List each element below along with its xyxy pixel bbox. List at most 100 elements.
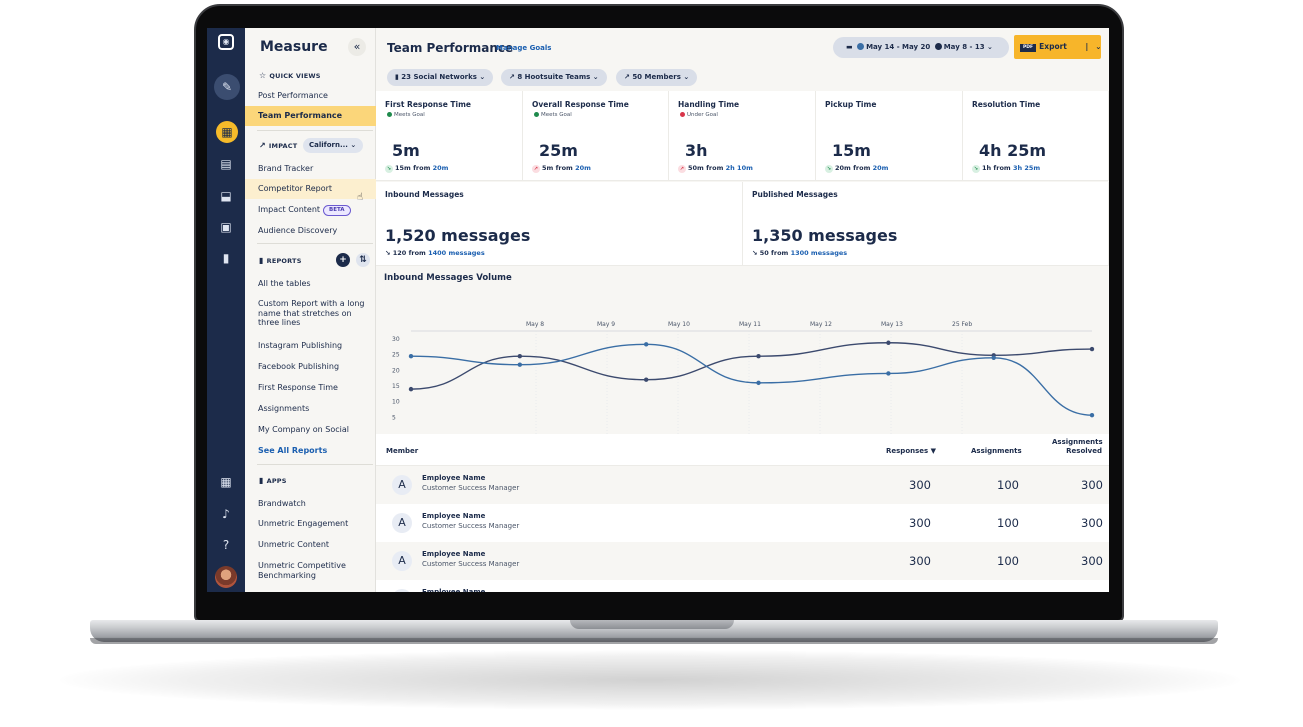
- report-item[interactable]: My Company on Social: [258, 425, 350, 434]
- trend-down-icon: ↘: [972, 165, 980, 173]
- kpi-compare: 20m: [432, 164, 449, 172]
- bell-icon[interactable]: ♪: [222, 507, 230, 521]
- card-title: Published Messages: [752, 190, 838, 199]
- avatar: A: [392, 589, 412, 592]
- nav-item-audience-discovery[interactable]: Audience Discovery: [258, 226, 338, 235]
- kpi-status-label: Meets Goal: [394, 112, 425, 118]
- impact-label: IMPACT: [268, 142, 298, 150]
- bar-chart-icon[interactable]: ▮: [222, 251, 230, 265]
- kpi-card-overall-response: Overall Response Time Meets Goal 25m ↗ 5m…: [523, 91, 669, 181]
- divider: |: [1085, 42, 1089, 51]
- date-range-picker[interactable]: ▬ May 14 - May 20 May 8 - 13 ⌄: [833, 37, 1009, 58]
- apps-label: APPS: [266, 477, 287, 485]
- owl-logo-icon[interactable]: ◉: [218, 34, 234, 50]
- card-value: 1,520 messages: [385, 226, 531, 245]
- nav-item-team-performance[interactable]: Team Performance: [245, 106, 376, 126]
- report-item[interactable]: Facebook Publishing: [258, 362, 340, 371]
- app-item[interactable]: Unmetric Competitive Benchmarking: [258, 561, 346, 580]
- kpi-value: 4h 25m: [979, 141, 1047, 160]
- pdf-icon: PDF: [1020, 44, 1037, 52]
- divider: [257, 243, 373, 244]
- hand-cursor-icon: ☝: [357, 192, 364, 203]
- manage-goals-link[interactable]: Manage Goals: [496, 44, 552, 52]
- filter-hootsuite-teams[interactable]: ↗ 8 Hootsuite Teams ⌄: [501, 69, 607, 86]
- y-tick-label: 20: [392, 367, 400, 374]
- filter-members[interactable]: ↗ 50 Members ⌄: [616, 69, 698, 86]
- data-point: [643, 377, 649, 382]
- quick-views-label: QUICK VIEWS: [269, 72, 321, 80]
- quick-views-heading: ☆ QUICK VIEWS: [259, 71, 321, 80]
- kpi-delta: ↗ 5m from 20m: [532, 164, 591, 173]
- date-range-b: May 8 - 13: [943, 43, 985, 51]
- sort-reports-button[interactable]: ⇅: [356, 253, 370, 267]
- data-point: [643, 342, 649, 347]
- x-top-tick-label: May 8: [526, 321, 544, 328]
- report-item[interactable]: All the tables: [258, 279, 311, 288]
- data-point: [1089, 346, 1095, 352]
- kpi-value: 5m: [392, 141, 420, 160]
- chevron-down-icon: ⌄: [987, 43, 993, 51]
- nav-item-competitor-report[interactable]: Competitor Report: [245, 179, 376, 199]
- kpi-delta: ↘ 1h from 3h 25m: [972, 164, 1040, 173]
- col-assignments-resolved[interactable]: Assignments Resolved: [1052, 438, 1103, 455]
- kpi-status-label: Under Goal: [687, 112, 718, 118]
- see-all-reports-link[interactable]: See All Reports: [258, 446, 328, 455]
- nav-item-post-performance[interactable]: Post Performance: [258, 91, 328, 100]
- col-assignments[interactable]: Assignments: [971, 447, 1022, 455]
- calendar-icon[interactable]: ▤: [220, 157, 232, 171]
- y-tick-label: 25: [392, 352, 400, 359]
- cell-assignments: 100: [997, 554, 1019, 568]
- y-tick-label: 15: [392, 383, 400, 390]
- collapse-button[interactable]: «: [348, 38, 366, 56]
- data-point: [756, 380, 761, 386]
- beta-badge: BETA: [323, 205, 351, 216]
- trend-down-icon: ↘: [385, 249, 391, 257]
- app-item[interactable]: Brandwatch: [258, 499, 306, 508]
- status-dot: [534, 112, 539, 117]
- apps-icon[interactable]: ▦: [220, 475, 232, 489]
- published-messages-card: Published Messages 1,350 messages ↘ 50 f…: [743, 182, 1109, 266]
- card-delta-value: 120: [392, 249, 407, 257]
- report-item[interactable]: Instagram Publishing: [258, 341, 343, 350]
- card-value: 1,350 messages: [752, 226, 898, 245]
- avatar[interactable]: [215, 566, 237, 588]
- divider: [257, 464, 373, 465]
- nav-item-brand-tracker[interactable]: Brand Tracker: [258, 164, 314, 173]
- trend-down-icon: ↘: [385, 165, 393, 173]
- filter-social-networks[interactable]: ▮ 23 Social Networks ⌄: [387, 69, 494, 86]
- laptop-base: [90, 620, 1218, 642]
- data-point: [756, 354, 761, 359]
- clipboard-icon[interactable]: ▣: [220, 220, 232, 234]
- impact-heading: ↗ IMPACT: [259, 141, 297, 150]
- nav-item-impact-content[interactable]: Impact Content BETA: [258, 205, 374, 216]
- inbound-volume-chart: Inbound Messages Volume 5 10 15 20 25 30 May 8…: [376, 267, 1109, 434]
- kpi-compare: 20m: [872, 164, 889, 172]
- analytics-grid-icon[interactable]: ▦: [216, 121, 238, 143]
- report-item[interactable]: Assignments: [258, 404, 310, 413]
- app-item[interactable]: Unmetric Content: [258, 540, 330, 549]
- col-member[interactable]: Member: [386, 447, 419, 455]
- col-responses[interactable]: Responses ▼: [886, 447, 937, 455]
- app-item[interactable]: Unmetric Engagement: [258, 519, 349, 528]
- export-button[interactable]: PDF Export | ⌄: [1014, 35, 1102, 59]
- chevron-down-icon[interactable]: ⌄: [1095, 42, 1102, 51]
- kpi-delta: ↗ 50m from 2h 10m: [678, 164, 753, 173]
- trend-up-icon: ↗: [678, 165, 686, 173]
- inbox-icon[interactable]: ⬓: [220, 189, 232, 203]
- kpi-title: Pickup Time: [825, 100, 877, 109]
- report-item[interactable]: Custom Report with a long name that stre…: [258, 299, 365, 327]
- add-report-button[interactable]: +: [336, 253, 350, 267]
- table-header: Member Responses ▼ Assignments Assignmen…: [376, 434, 1109, 466]
- impact-region-select[interactable]: Californ... ⌄: [303, 138, 363, 153]
- kpi-value: 3h: [685, 141, 708, 160]
- trend-icon: ↗: [624, 73, 630, 81]
- compose-icon[interactable]: ✎: [214, 74, 240, 100]
- card-from: from: [408, 249, 426, 257]
- help-icon[interactable]: ?: [222, 538, 230, 552]
- report-item[interactable]: First Response Time: [258, 383, 338, 392]
- status-dot: [680, 112, 685, 117]
